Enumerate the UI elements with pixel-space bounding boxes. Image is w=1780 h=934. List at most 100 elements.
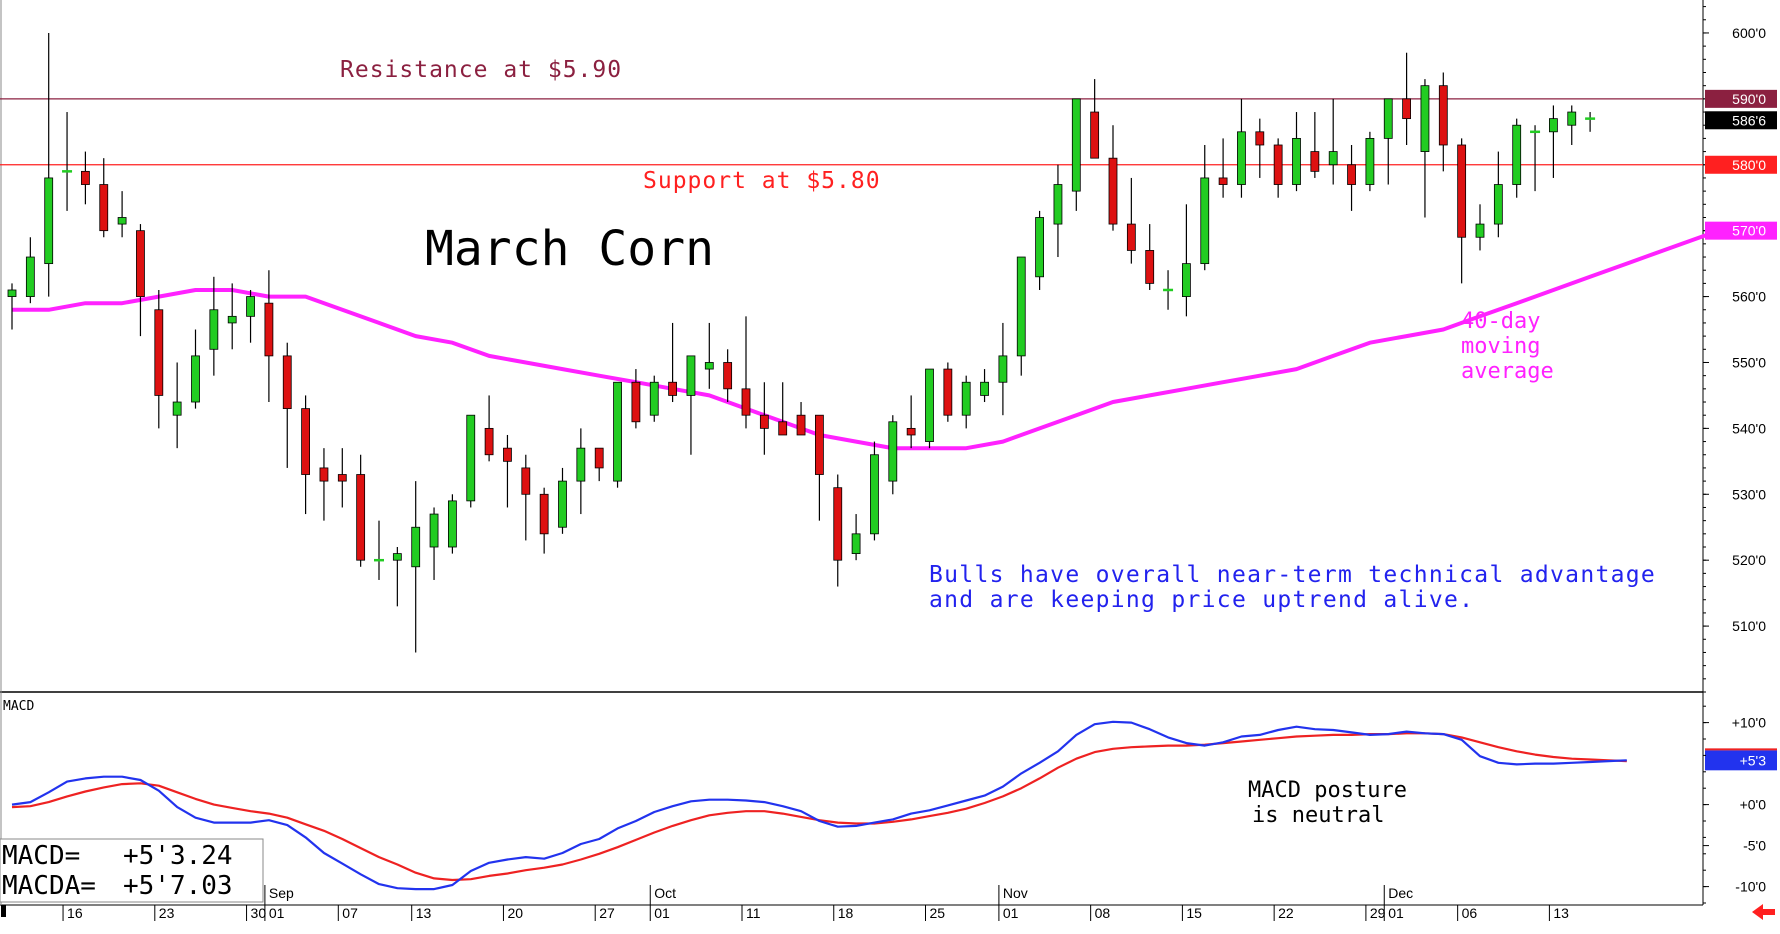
macd-readout-box (0, 838, 264, 903)
month-label: Sep (269, 885, 294, 901)
candle-body (411, 526, 421, 568)
price-tag-label: 586'6 (1732, 112, 1766, 128)
macd-layer: +5'3 (11, 720, 1777, 891)
date-tick-label: 22 (1278, 905, 1294, 921)
date-tick-label: 25 (930, 905, 946, 921)
candle-body (7, 289, 17, 297)
scroll-start-marker[interactable] (1, 905, 6, 917)
candle (741, 316, 751, 429)
candle (246, 289, 255, 343)
date-tick-label: 23 (159, 905, 175, 921)
ma-label-line3: average (1461, 359, 1554, 384)
candle-body (1493, 184, 1503, 225)
candle (1292, 112, 1301, 192)
candle (1200, 144, 1210, 271)
candle (374, 520, 384, 580)
candle-body (209, 309, 219, 350)
candle (833, 474, 843, 587)
candle-body (1145, 250, 1155, 284)
candle (356, 454, 366, 567)
candle-body (888, 421, 898, 482)
candle (704, 322, 714, 389)
candle (1273, 138, 1283, 198)
macda-readout-name: MACDA= (2, 871, 96, 901)
candles-layer (7, 32, 1596, 653)
candle (594, 447, 604, 482)
candle (1108, 125, 1118, 231)
candle (1126, 177, 1136, 264)
macd-axis: +10'0 +0'0 -5'0 -10'0 (1703, 705, 1767, 904)
candle (1402, 52, 1411, 145)
candle-body (1438, 85, 1448, 146)
candle (1328, 98, 1338, 185)
left-arrow-icon[interactable] (1752, 904, 1775, 920)
candle (25, 237, 35, 304)
candle-body (1475, 223, 1485, 238)
candle-body (1218, 177, 1228, 185)
macda-readout-value: +5'7.03 (123, 871, 233, 901)
date-tick-label: 01 (1003, 905, 1019, 921)
candle (429, 507, 439, 580)
candle-body (301, 408, 311, 475)
candle-body (246, 296, 255, 317)
candle-body (25, 256, 35, 297)
date-tick-label: 13 (1553, 905, 1569, 921)
candle-body (429, 513, 439, 548)
candle-body (723, 362, 733, 390)
price-tick-label: 600'0 (1732, 25, 1766, 41)
macd-note-line2: is neutral (1252, 803, 1384, 828)
candle (191, 329, 200, 409)
candle-body (576, 447, 586, 482)
date-tick-label: 01 (654, 905, 670, 921)
candle-body (337, 474, 347, 482)
ma-label-line2: moving (1461, 334, 1540, 359)
candle-body (1512, 124, 1522, 185)
candle-body (1457, 144, 1467, 238)
date-tick-label: 11 (746, 905, 761, 921)
price-tick-label: 510'0 (1732, 618, 1766, 634)
macd-tick-label: +0'0 (1740, 797, 1767, 813)
candle-body (264, 302, 274, 357)
date-tick-label: 30 (251, 905, 267, 921)
candle-body (466, 414, 476, 502)
candle-body (833, 487, 843, 561)
candle (1585, 112, 1596, 132)
candle (759, 382, 769, 455)
candle-body (943, 368, 953, 416)
candle (1383, 98, 1393, 185)
date-tick-label: 13 (416, 905, 432, 921)
candle (1035, 210, 1044, 290)
candle (154, 289, 164, 429)
candle-body (1402, 98, 1411, 120)
candle (870, 441, 879, 541)
date-tick-label: 08 (1095, 905, 1111, 921)
candle (117, 191, 127, 238)
date-axis: 16 23 30 01 07 13 20 27 01 11 18 25 01 08 15 22 29 01 06 13… (62, 885, 1569, 921)
candle-body (1328, 151, 1338, 166)
candle (301, 395, 311, 515)
candle-body (191, 355, 200, 403)
date-tick-label: 07 (342, 905, 358, 921)
candle-body (686, 355, 696, 396)
date-tick-label: 01 (1388, 905, 1404, 921)
bulls-note-line2: and are keeping price uptrend alive. (929, 587, 1474, 613)
ma-label-line1: 40-day (1461, 309, 1540, 334)
candle (998, 322, 1008, 416)
candle-body (741, 388, 751, 416)
candle (906, 395, 916, 449)
macd-note-line1: MACD posture (1248, 778, 1407, 803)
candle (1365, 131, 1375, 192)
candle-body (961, 381, 971, 416)
candle-body (484, 427, 494, 456)
candle (521, 454, 531, 541)
candle (631, 369, 641, 429)
candle (1016, 256, 1026, 376)
candle-body (136, 230, 145, 297)
bulls-note-line1: Bulls have overall near-term technical a… (929, 562, 1656, 588)
candle-body (1090, 111, 1100, 159)
macd-tick-label: +10'0 (1732, 715, 1766, 731)
candle (815, 414, 824, 521)
candle (1457, 138, 1467, 284)
candle (319, 448, 329, 521)
